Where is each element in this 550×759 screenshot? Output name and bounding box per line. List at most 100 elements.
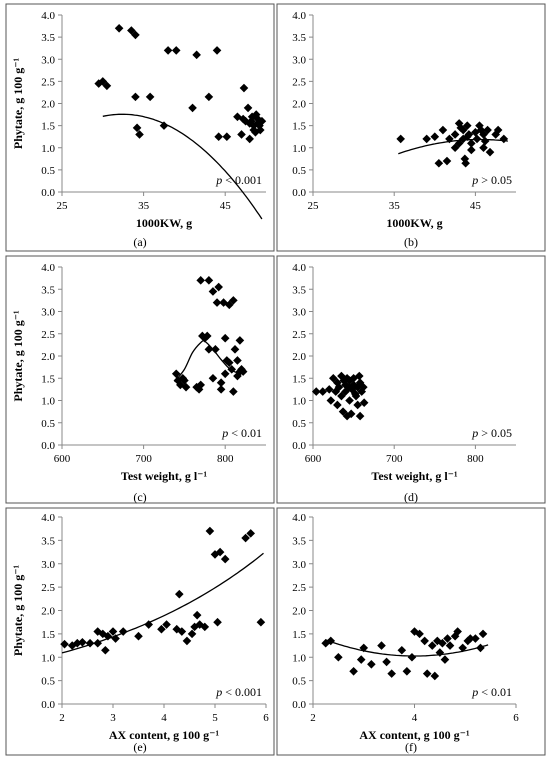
data-point (377, 641, 386, 650)
data-point (357, 387, 367, 396)
y-axis-label: Phytate, g 100 g⁻¹ (11, 564, 25, 656)
data-point (442, 156, 452, 166)
p-comparison: < 0.001 (222, 685, 262, 699)
y-tick-label: 0.5 (41, 165, 55, 177)
data-point (238, 114, 248, 124)
data-point (346, 409, 356, 419)
data-point (339, 376, 349, 385)
data-point (480, 136, 490, 146)
p-value-label: p < 0.01 (221, 426, 262, 440)
y-tick-label: 3.5 (41, 284, 55, 296)
p-value-label: p < 0.001 (215, 685, 262, 699)
data-point (422, 134, 431, 144)
data-point (235, 336, 245, 345)
panel-c: 0.0 0.5 1.0 1.5 2.0 2.5 3.0 3.5 4.0 600 700 800 Test… (5, 255, 275, 504)
y-tick-label: 2.0 (292, 606, 306, 618)
data-point (241, 533, 250, 543)
y-tick-label: 0.5 (41, 418, 55, 430)
x-tick-label: 35 (389, 200, 401, 212)
data-point (491, 130, 500, 139)
p-symbol: p (215, 685, 222, 699)
data-point (351, 391, 361, 401)
data-point (85, 638, 95, 648)
data-point (333, 378, 342, 387)
data-point (329, 373, 338, 383)
y-tick-label: 2.5 (41, 329, 55, 341)
x-tick-label: 25 (308, 200, 320, 212)
x-tick-label: 800 (217, 453, 234, 465)
panel-d: 0.0 0.5 1.0 1.5 2.0 2.5 3.0 3.5 4.0 600 700 800 Test… (276, 255, 546, 504)
y-tick-label: 1.5 (41, 121, 55, 133)
data-point (354, 371, 364, 381)
data-point (430, 132, 440, 141)
y-tick-label: 3.0 (292, 54, 306, 66)
data-point (257, 116, 267, 126)
y-tick-label: 3.0 (41, 307, 55, 319)
y-tick-label: 1.0 (292, 396, 306, 408)
data-point (188, 103, 197, 113)
data-point (256, 617, 266, 627)
data-point (349, 666, 358, 676)
y-tick-label: 4.0 (292, 512, 306, 524)
data-point (215, 547, 225, 557)
data-point (493, 125, 503, 135)
data-point (237, 130, 246, 139)
x-tick-label: 2 (310, 712, 316, 724)
panel-caption: (a) (133, 235, 146, 249)
data-point (171, 369, 181, 379)
p-comparison: < 0.001 (222, 173, 262, 187)
x-tick-label: 600 (54, 453, 71, 465)
data-point (101, 645, 110, 655)
y-tick-label: 3.5 (292, 32, 306, 44)
x-tick-label: 700 (386, 453, 403, 465)
data-point (445, 641, 455, 650)
x-tick-label: 700 (135, 453, 152, 465)
data-point (249, 121, 259, 130)
data-point (192, 610, 202, 620)
data-point (220, 369, 230, 379)
data-point (214, 282, 223, 292)
data-point (118, 627, 128, 636)
x-tick-label: 3 (110, 712, 116, 724)
y-tick-label: 0.0 (292, 699, 306, 711)
x-axis-label: 1000KW, g (136, 216, 192, 230)
y-axis-label: Phytate, g 100 g⁻¹ (11, 57, 25, 149)
data-point (359, 398, 369, 408)
y-tick-label: 0.0 (41, 187, 55, 199)
data-point (356, 655, 366, 664)
data-point (422, 669, 432, 678)
data-point (78, 637, 87, 647)
data-point (454, 139, 464, 148)
data-point (163, 46, 173, 55)
x-tick-label: 45 (470, 200, 482, 212)
panel-border (5, 255, 275, 504)
data-point (224, 300, 234, 310)
trendline (398, 138, 508, 155)
data-point (326, 396, 336, 405)
data-point (227, 365, 237, 374)
data-point (397, 645, 407, 655)
data-point (93, 638, 102, 648)
data-point (239, 83, 249, 93)
p-value-label: p < 0.001 (215, 173, 262, 187)
data-point (132, 123, 142, 133)
data-point (177, 627, 187, 636)
data-point (311, 387, 321, 396)
data-point (220, 554, 230, 564)
data-point (464, 130, 474, 139)
data-point (182, 636, 192, 646)
data-point (171, 46, 181, 55)
data-point (334, 652, 343, 662)
data-point (337, 371, 346, 381)
data-point (334, 382, 344, 392)
data-point (192, 382, 201, 392)
data-point (427, 641, 437, 650)
data-point (224, 358, 234, 367)
y-tick-label: 0.0 (41, 699, 55, 711)
data-point (359, 643, 369, 653)
data-point (467, 145, 476, 155)
data-point (355, 411, 365, 421)
data-point (103, 631, 113, 641)
data-point (175, 589, 184, 599)
data-point (233, 356, 242, 365)
